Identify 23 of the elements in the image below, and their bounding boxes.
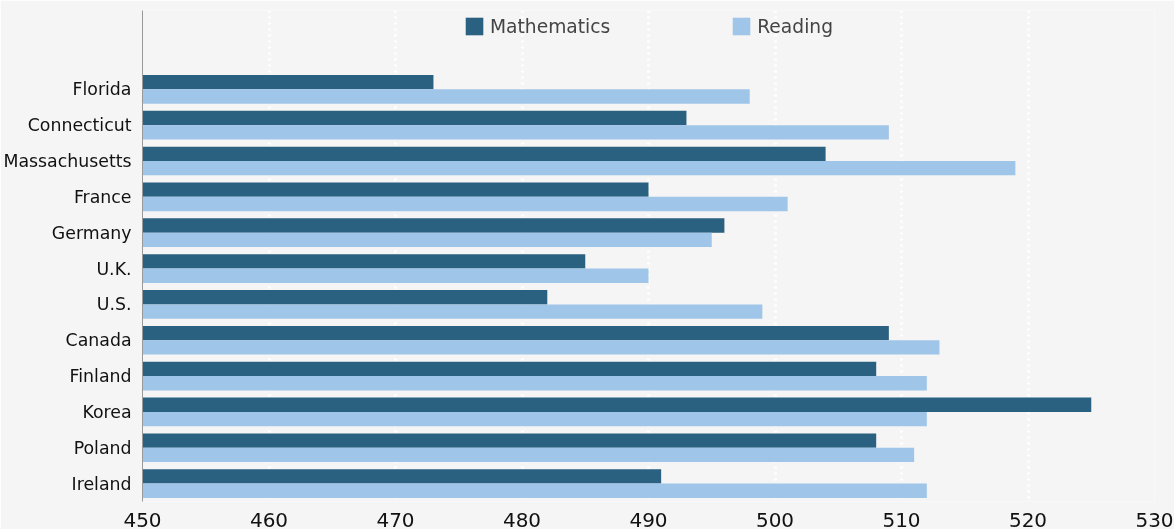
y-tick-label: France [73, 186, 132, 207]
y-tick-label: Germany [51, 222, 132, 243]
x-tick-label: 530 [1135, 507, 1174, 529]
y-tick-label: U.S. [96, 294, 132, 315]
y-tick-label: Connecticut [27, 115, 132, 136]
y-tick-label: Ireland [71, 473, 132, 494]
x-tick-label: 450 [123, 507, 162, 529]
y-tick-label: Canada [65, 330, 132, 351]
x-tick-label: 490 [629, 507, 668, 529]
x-tick-label: 480 [502, 507, 542, 529]
legend-label: Reading [757, 15, 833, 37]
y-tick-label: Korea [82, 401, 132, 422]
x-tick-label: 500 [755, 507, 795, 529]
y-tick-label: Poland [73, 437, 132, 458]
y-tick-label: Florida [72, 79, 132, 100]
y-tick-label: Massachusetts [3, 151, 132, 172]
y-tick-label: U.K. [96, 258, 132, 279]
x-tick-label: 460 [249, 507, 289, 529]
x-tick-label: 470 [376, 507, 415, 529]
x-tick-label: 520 [1008, 507, 1048, 529]
legend-label: Mathematics [490, 15, 611, 37]
y-tick-label: Finland [69, 366, 132, 387]
x-tick-label: 510 [882, 507, 921, 529]
